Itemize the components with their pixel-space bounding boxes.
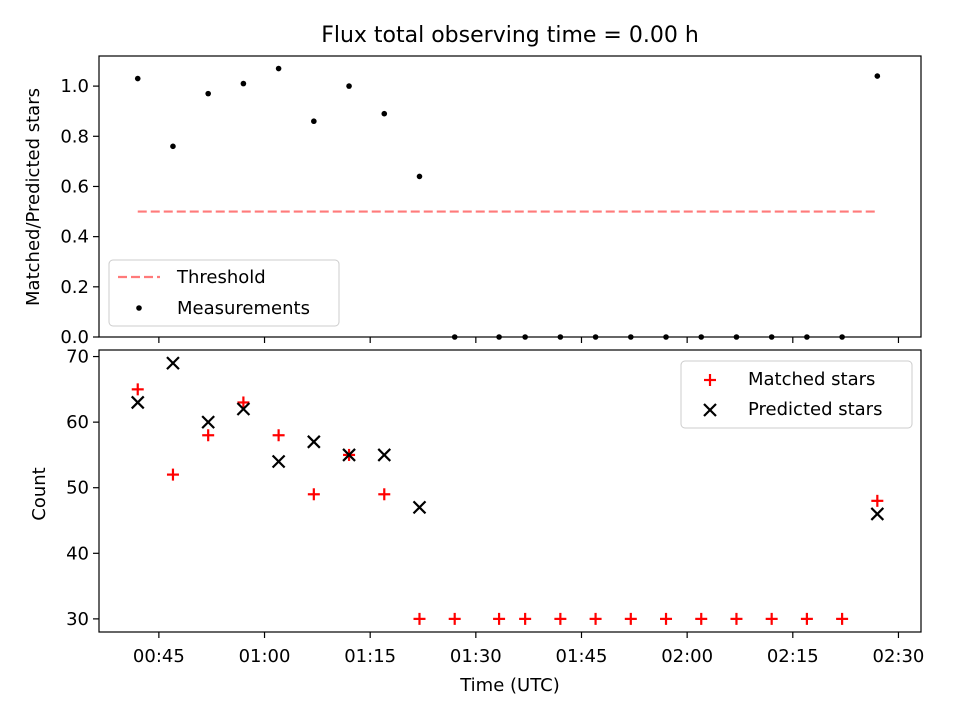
top-y-axis-label: Matched/Predicted stars [23, 88, 44, 306]
x-tick-label: 01:30 [450, 646, 502, 667]
x-tick-label: 02:30 [873, 646, 925, 667]
predicted-star-point [130, 395, 145, 410]
bottom-panel: 30 40 50 60 70 00:45 01:00 01:15 01:30 01:45 02:0… [29, 347, 924, 696]
matched-star-point [730, 612, 743, 625]
x-tick-label: 02:15 [767, 646, 819, 667]
bottom-x-ticks: 00:45 01:00 01:15 01:30 01:45 02:00 02:15 02:30 [133, 632, 924, 667]
measurement-point [874, 73, 881, 79]
legend-threshold-label: Threshold [176, 267, 266, 288]
top-x-ticks [158, 337, 900, 343]
measurement-point [205, 90, 211, 97]
matched-star-point [413, 612, 426, 625]
matched-star-point [800, 612, 813, 625]
x-tick-label: 01:15 [344, 646, 396, 667]
measurement-point [346, 83, 352, 89]
matched-star-point [660, 612, 673, 625]
legend-matched-label: Matched stars [748, 369, 875, 390]
bottom-legend: Matched stars Predicted stars [680, 360, 913, 429]
predicted-star-point [236, 402, 251, 416]
matched-star-point [493, 612, 506, 625]
legend-measurements-label: Measurements [177, 298, 310, 319]
matched-star-point [131, 383, 144, 396]
top-axes-frame [98, 55, 922, 338]
y-tick-label: 60 [66, 412, 89, 433]
chart-title: Flux total observing time = 0.00 h [321, 23, 699, 48]
matched-star-point [765, 612, 778, 625]
measurement-point [170, 143, 176, 150]
y-tick-label: 0.6 [60, 176, 89, 197]
measurement-point [416, 173, 423, 180]
y-tick-label: 0.4 [60, 227, 89, 248]
matched-star-point [272, 429, 285, 442]
x-tick-label: 01:00 [239, 646, 291, 667]
bottom-y-axis-label: Count [29, 467, 50, 520]
y-tick-label: 0.8 [60, 126, 89, 147]
measurement-point [381, 110, 388, 117]
matched-star-point [695, 612, 708, 625]
bottom-legend-box [680, 360, 913, 429]
top-legend: Threshold Measurements [108, 259, 340, 327]
bottom-axes-frame [98, 349, 922, 633]
legend-predicted-swatch [703, 403, 717, 417]
matched-star-point [589, 612, 602, 625]
y-tick-label: 50 [66, 478, 89, 499]
predicted-star-point [201, 415, 215, 429]
predicted-star-point [166, 356, 180, 370]
predicted-star-point [870, 507, 885, 521]
predicted-star-point [412, 500, 427, 515]
matched-star-point [378, 488, 391, 501]
bottom-y-ticks: 30 40 50 60 70 [66, 347, 99, 630]
y-tick-label: 0.0 [60, 327, 89, 348]
matched-star-point [836, 612, 849, 625]
measurement-point [275, 65, 282, 72]
top-legend-box [108, 259, 340, 327]
measurement-point [240, 80, 247, 87]
matched-star-point [519, 612, 532, 625]
bottom-plot-area [130, 356, 885, 625]
measurement-point [134, 75, 141, 82]
measurement-point [311, 118, 317, 125]
legend-matched-swatch [704, 374, 716, 386]
y-tick-label: 30 [66, 609, 89, 630]
predicted-star-point [307, 435, 321, 449]
matched-star-point [237, 396, 250, 409]
x-tick-label: 01:45 [556, 646, 608, 667]
y-tick-label: 70 [66, 347, 89, 368]
top-y-ticks: 0.0 0.2 0.4 0.6 0.8 1.0 [60, 76, 99, 348]
matched-star-point [166, 468, 179, 481]
predicted-star-point [271, 454, 286, 469]
matched-star-point [554, 612, 567, 625]
matched-star-point [307, 488, 320, 501]
matched-star-point [202, 429, 215, 442]
x-axis-label: Time (UTC) [459, 675, 560, 696]
top-panel: Flux total observing time = 0.00 h 0.00.… [23, 23, 922, 348]
matched-star-point [624, 612, 637, 625]
predicted-star-point [342, 448, 356, 462]
x-tick-label: 00:45 [133, 646, 185, 667]
matched-star-point [871, 494, 884, 507]
matched-star-point [448, 612, 461, 625]
y-tick-label: 1.0 [60, 76, 89, 97]
y-tick-label: 40 [66, 543, 89, 564]
x-tick-label: 02:00 [661, 646, 713, 667]
legend-predicted-label: Predicted stars [748, 399, 882, 420]
predicted-star-point [377, 448, 392, 462]
y-tick-label: 0.2 [60, 277, 89, 298]
legend-measurements-swatch [136, 305, 142, 311]
